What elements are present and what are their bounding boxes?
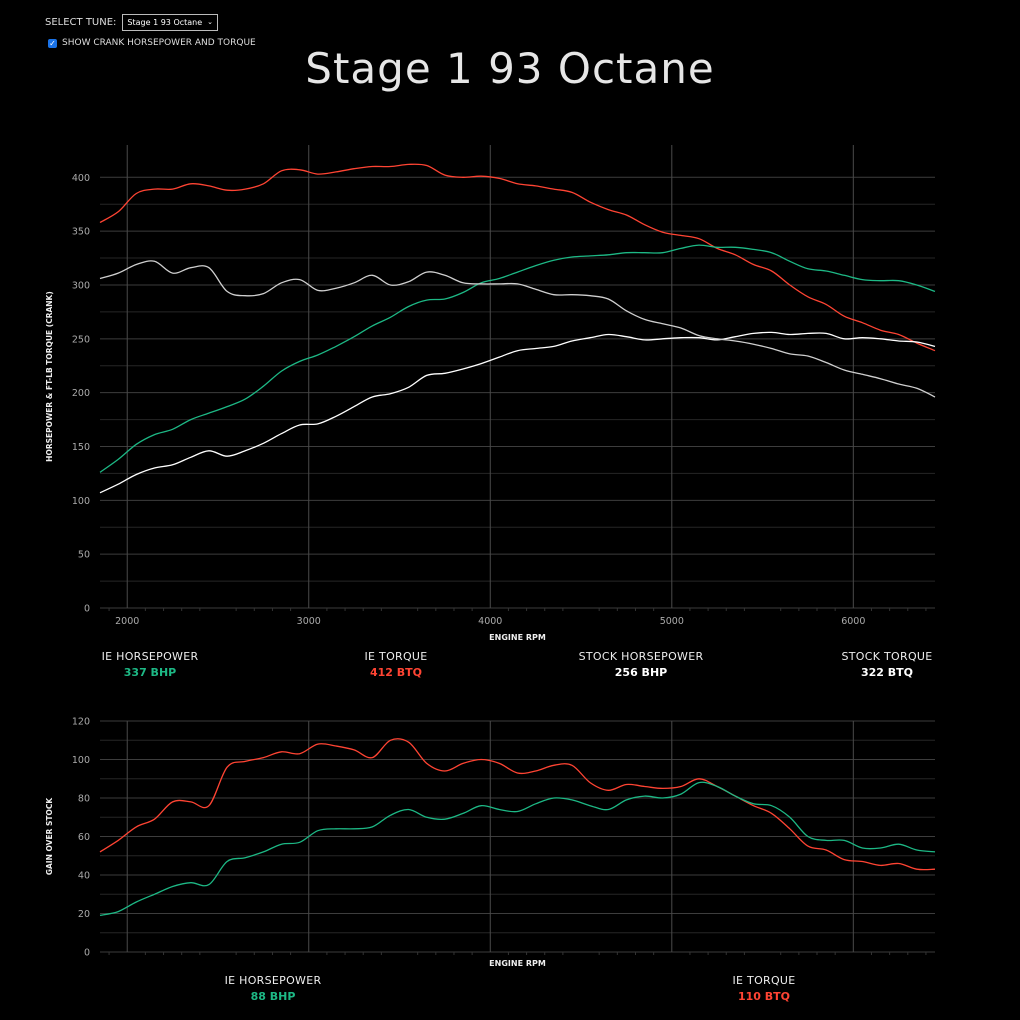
y-axis-title: GAIN OVER STOCK (45, 797, 54, 876)
y-tick-label: 100 (72, 755, 90, 766)
gain-torque-stat: IE TORQUE 110 BTQ (684, 974, 844, 1003)
y-tick-label: 60 (78, 832, 90, 843)
power-torque-chart: 0 50 100 150 200 250 300 350 400 2000 3000 4000 5000… (45, 145, 936, 642)
tune-select-value: Stage 1 93 Octane (127, 17, 203, 27)
y-tick-label: 300 (72, 280, 90, 291)
y-tick-label: 20 (78, 909, 90, 920)
y-tick-label: 0 (84, 604, 90, 615)
y-tick-label: 400 (72, 173, 90, 184)
y-tick-label: 80 (78, 794, 90, 805)
stat-value: 322 BTQ (860, 666, 914, 679)
y-axis-title: HORSEPOWER & FT-LB TORQUE (CRANK) (45, 291, 54, 462)
series-line-0 (99, 163, 936, 352)
series-line-2 (99, 331, 936, 494)
series-line-1 (99, 244, 936, 473)
y-tick-label: 120 (72, 717, 90, 728)
stat-label: IE HORSEPOWER (224, 974, 322, 987)
stat-value: 256 BHP (614, 666, 668, 679)
x-tick-label: 6000 (841, 616, 865, 627)
page-title: Stage 1 93 Octane (305, 44, 715, 93)
stat-label: STOCK TORQUE (841, 650, 933, 663)
tune-select[interactable]: Stage 1 93 Octane ⌄ (122, 13, 219, 31)
tune-controls: SELECT TUNE: Stage 1 93 Octane ⌄ ✓ SHOW … (45, 13, 256, 52)
y-tick-label: 40 (78, 871, 90, 882)
ie-torque-stat: IE TORQUE 412 BTQ (316, 650, 476, 679)
gain-over-stock-chart: 0 20 40 60 80 100 120 ENGINE RPM GAIN OVER STOCK (45, 717, 936, 968)
stat-label: IE TORQUE (364, 650, 428, 663)
x-tick-label: 3000 (297, 616, 321, 627)
stat-value: 88 BHP (250, 990, 296, 1003)
x-axis-title: ENGINE RPM (489, 959, 546, 968)
y-tick-label: 0 (84, 948, 90, 959)
stat-label: IE HORSEPOWER (101, 650, 199, 663)
y-tick-label: 50 (78, 550, 90, 561)
chevron-down-icon: ⌄ (207, 18, 214, 26)
y-tick-label: 100 (72, 496, 90, 507)
x-axis-title: ENGINE RPM (489, 633, 546, 642)
y-tick-label: 150 (72, 442, 90, 453)
crank-checkbox[interactable]: ✓ (48, 38, 57, 48)
stat-label: STOCK HORSEPOWER (578, 650, 704, 663)
series-line-0 (99, 738, 936, 871)
stat-value: 110 BTQ (737, 990, 791, 1003)
series-line-3 (99, 260, 936, 398)
x-tick-label: 5000 (660, 616, 684, 627)
stock-torque-stat: STOCK TORQUE 322 BTQ (807, 650, 967, 679)
stat-value: 412 BTQ (369, 666, 423, 679)
stat-value: 337 BHP (123, 666, 177, 679)
x-tick-label: 2000 (115, 616, 139, 627)
y-tick-label: 250 (72, 334, 90, 345)
stock-horsepower-stat: STOCK HORSEPOWER 256 BHP (561, 650, 721, 679)
ie-horsepower-stat: IE HORSEPOWER 337 BHP (70, 650, 230, 679)
gain-horsepower-stat: IE HORSEPOWER 88 BHP (193, 974, 353, 1003)
select-tune-label: SELECT TUNE: (45, 16, 117, 28)
series-line-1 (99, 781, 936, 917)
x-tick-label: 4000 (478, 616, 502, 627)
y-tick-label: 200 (72, 388, 90, 399)
crank-checkbox-label[interactable]: SHOW CRANK HORSEPOWER AND TORQUE (62, 38, 256, 48)
y-tick-label: 350 (72, 227, 90, 238)
stat-label: IE TORQUE (732, 974, 796, 987)
